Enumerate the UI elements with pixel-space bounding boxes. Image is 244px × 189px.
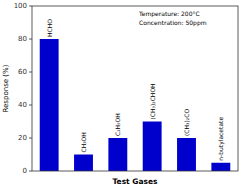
y-tick-label: 0 xyxy=(23,167,27,175)
category-label: n-butylacetate xyxy=(217,117,225,161)
bar xyxy=(143,122,162,172)
chart: HCHO CH₃OH C₂H₅OH (CH₃)₂CHOH (CH₃)₂CO n-butyl… xyxy=(0,0,244,189)
category-label: HCHO xyxy=(46,19,53,37)
bars xyxy=(40,39,231,171)
y-tick-label: 40 xyxy=(18,101,27,109)
y-tick-label: 100 xyxy=(14,2,27,10)
bar xyxy=(74,155,93,172)
annotation: Temperature: 200°CConcentration: 50ppm xyxy=(138,10,207,27)
y-tick-label: 20 xyxy=(18,134,27,142)
bar xyxy=(211,163,230,171)
category-label: (CH₃)₂CHOH xyxy=(149,83,156,119)
category-labels: HCHO CH₃OH C₂H₅OH (CH₃)₂CHOH (CH₃)₂CO n-butyl… xyxy=(46,19,226,161)
x-axis-label: Test Gases xyxy=(112,177,158,186)
y-tick xyxy=(29,105,32,106)
category-label: (CH₃)₂CO xyxy=(183,109,190,136)
bar xyxy=(177,138,196,171)
y-tick xyxy=(29,72,32,73)
y-tick xyxy=(29,171,32,172)
y-tick xyxy=(29,6,32,7)
category-label: CH₃OH xyxy=(80,132,87,152)
y-tick xyxy=(29,138,32,139)
y-tick xyxy=(29,39,32,40)
y-tick-label: 60 xyxy=(18,68,27,76)
category-label: C₂H₅OH xyxy=(114,113,121,136)
bar xyxy=(108,138,127,171)
y-tick-label: 80 xyxy=(18,35,27,43)
y-axis-label: Response (%) xyxy=(2,64,10,112)
bar xyxy=(40,39,59,171)
chart-container: HCHO CH₃OH C₂H₅OH (CH₃)₂CHOH (CH₃)₂CO n-butyl… xyxy=(0,0,244,189)
plot-frame xyxy=(32,6,238,171)
y-axis: 0 20 40 60 80 100 xyxy=(14,2,32,175)
